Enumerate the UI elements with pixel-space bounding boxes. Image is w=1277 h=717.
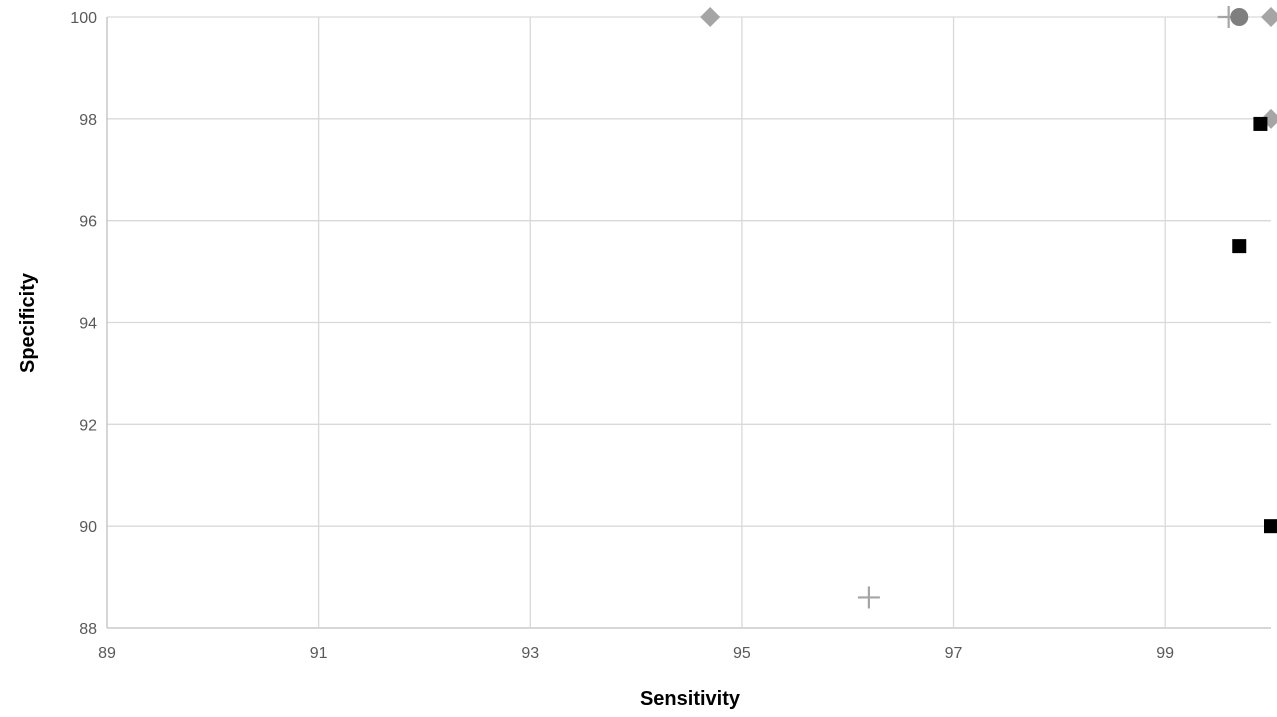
data-point-square <box>1253 116 1268 131</box>
gridlines <box>106 16 1271 629</box>
x-axis-title: Sensitivity <box>640 688 741 710</box>
y-tick-label: 94 <box>79 316 97 333</box>
y-tick-label: 98 <box>79 112 97 129</box>
data-point-circle <box>1230 8 1249 26</box>
y-tick-label: 100 <box>70 10 97 27</box>
x-tick-label: 95 <box>733 645 751 662</box>
x-tick-label: 97 <box>945 645 963 662</box>
x-tick-label: 93 <box>521 645 539 662</box>
data-point-diamond <box>1261 108 1277 129</box>
data-point-diamond <box>700 7 721 27</box>
data-point-cross <box>857 586 880 609</box>
data-point-diamond <box>1261 7 1277 27</box>
data-point-square <box>1264 519 1277 534</box>
x-tick-label: 91 <box>310 645 328 662</box>
data-points <box>700 6 1277 609</box>
y-tick-label: 96 <box>79 214 97 231</box>
y-axis-tick-labels: 88 90 92 94 96 98 100 <box>70 10 97 638</box>
x-tick-label: 99 <box>1156 645 1174 662</box>
data-point-square <box>1232 239 1247 254</box>
y-tick-label: 88 <box>79 621 97 638</box>
y-tick-label: 90 <box>79 519 97 536</box>
y-axis-title: Specificity <box>17 272 39 373</box>
x-axis-tick-labels: 89 91 93 95 97 99 <box>98 645 1174 662</box>
y-tick-label: 92 <box>79 417 97 434</box>
x-tick-label: 89 <box>98 645 116 662</box>
